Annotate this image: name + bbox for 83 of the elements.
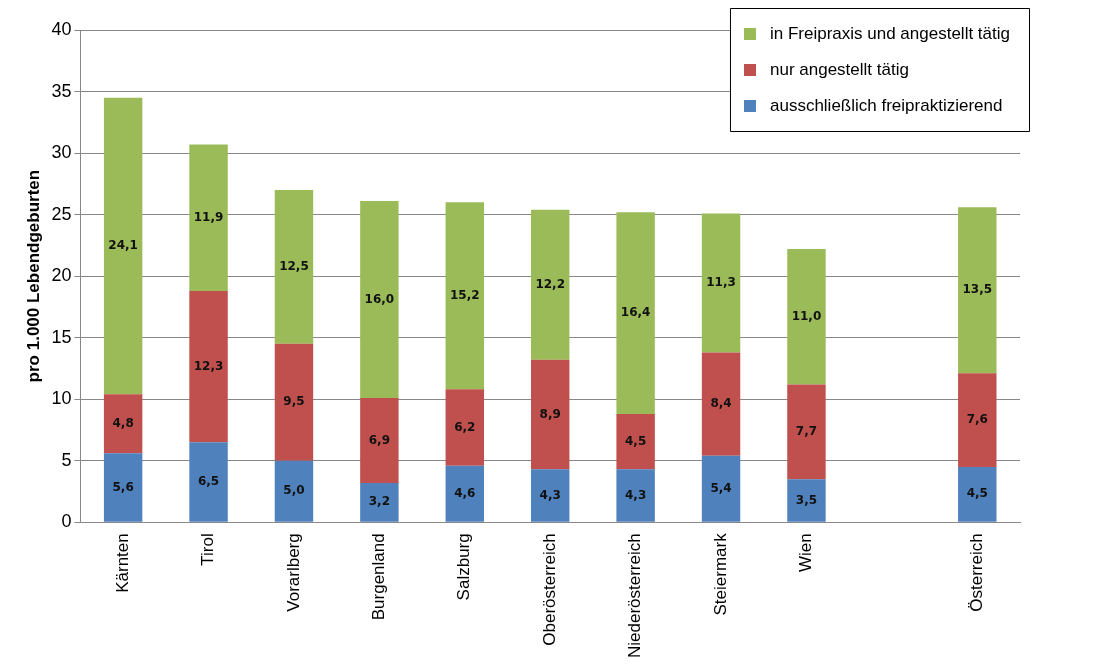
data-label: 16,0: [364, 291, 395, 306]
data-label: 12,3: [193, 358, 224, 373]
x-tick-label: Niederösterreich: [625, 533, 645, 659]
x-tick-label: Österreich: [966, 533, 986, 612]
bar: [189, 442, 228, 522]
data-label: 11,3: [706, 275, 736, 290]
legend-label: ausschließlich freipraktizierend: [769, 95, 1003, 115]
bar: [360, 482, 399, 522]
x-tick-label: Burgenland: [369, 533, 389, 621]
bar: [616, 413, 655, 470]
data-label: 7,7: [795, 423, 818, 438]
bar: [701, 352, 741, 456]
data-label: 7,6: [966, 412, 988, 427]
bar: [445, 389, 485, 466]
bar: [360, 201, 399, 398]
legend-label: in Freipraxis und angestellt tätig: [769, 23, 1011, 43]
y-tick-label: 15: [51, 326, 72, 347]
bar: [445, 202, 485, 390]
x-tick-label: Vorarlberg: [283, 533, 303, 612]
bar: [360, 397, 399, 483]
y-axis-title: pro 1.000 Lebendgeburten: [23, 169, 43, 383]
bar: [616, 469, 655, 522]
data-label: 3,5: [795, 492, 818, 507]
legend-label: nur angestellt tätig: [769, 59, 909, 79]
y-tick-label: 0: [61, 511, 72, 532]
data-label: 6,2: [454, 419, 476, 434]
y-tick-label: 20: [51, 265, 72, 286]
data-label: 8,4: [710, 396, 732, 411]
y-tick-label: 10: [51, 388, 72, 409]
data-label: 16,4: [620, 305, 651, 320]
data-label: 6,5: [197, 474, 220, 489]
data-label: 13,5: [962, 282, 993, 297]
x-tick-label: Wien: [796, 533, 816, 573]
data-label: 4,8: [112, 415, 134, 430]
y-tick-label: 35: [51, 80, 72, 101]
y-tick-label: 40: [51, 18, 72, 39]
data-label: 11,9: [193, 209, 224, 224]
bar: [274, 460, 314, 522]
data-label: 4,3: [539, 487, 561, 502]
x-tick-label: Salzburg: [454, 533, 474, 601]
bar: [787, 249, 826, 385]
x-tick-label: Oberösterreich: [539, 533, 559, 646]
bar: [103, 97, 143, 395]
bar: [530, 209, 570, 360]
bar: [701, 213, 741, 353]
bar: [189, 144, 228, 291]
bar: [787, 479, 826, 522]
y-tick-label: 30: [51, 142, 72, 163]
bar: [530, 469, 570, 522]
data-label: 24,1: [108, 238, 138, 253]
bar: [445, 465, 485, 522]
data-label: 4,6: [454, 485, 476, 500]
bar: [103, 394, 143, 454]
x-tick-label: Kärnten: [112, 533, 132, 593]
data-label: 5,0: [283, 483, 305, 498]
y-tick-label: 5: [61, 449, 72, 470]
data-label: 8,9: [539, 406, 561, 421]
data-label: 4,3: [624, 487, 647, 502]
x-tick-label: Tirol: [198, 533, 218, 566]
bar: [103, 453, 143, 522]
bar: [958, 466, 997, 522]
data-label: 4,5: [624, 433, 647, 448]
x-tick-label: Steiermark: [710, 532, 730, 616]
bar: [274, 343, 314, 461]
data-label: 5,4: [710, 480, 732, 495]
data-label: 15,2: [449, 287, 480, 302]
data-label: 6,9: [368, 432, 391, 447]
y-tick-label: 25: [51, 203, 72, 224]
data-label: 3,2: [368, 494, 391, 509]
data-label: 4,5: [966, 486, 988, 501]
data-label: 12,2: [535, 276, 566, 291]
data-label: 11,0: [791, 308, 822, 323]
data-label: 5,6: [112, 479, 134, 494]
bar: [958, 373, 997, 467]
bar: [530, 359, 570, 470]
bar: [274, 189, 314, 344]
bar: [701, 455, 741, 522]
data-label: 12,5: [279, 259, 309, 274]
bar: [787, 384, 826, 480]
bar: [616, 212, 655, 414]
bar: [958, 207, 997, 374]
bar: [189, 290, 228, 443]
data-label: 9,5: [283, 394, 305, 409]
